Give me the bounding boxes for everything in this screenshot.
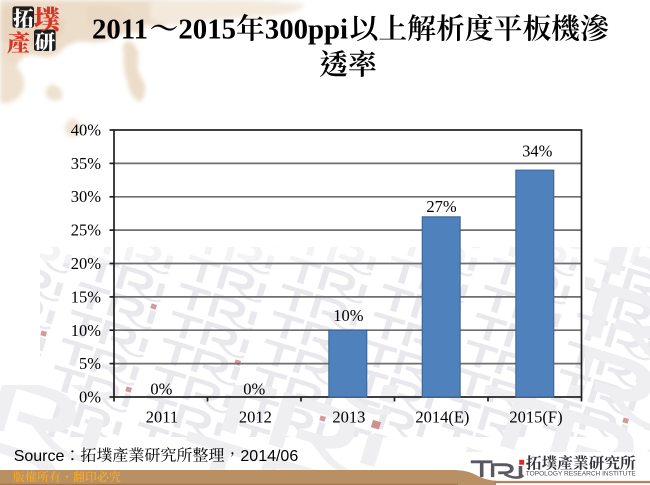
svg-text:2014(E): 2014(E)	[415, 407, 469, 426]
svg-text:10%: 10%	[333, 306, 364, 325]
svg-text:30%: 30%	[71, 187, 102, 206]
svg-text:2015: 2015	[178, 14, 236, 46]
svg-text:TOPOLOGY RESEARCH INSTITUTE: TOPOLOGY RESEARCH INSTITUTE	[526, 470, 636, 477]
svg-text:25%: 25%	[71, 221, 102, 240]
svg-text:2011: 2011	[146, 407, 178, 426]
svg-text:40%: 40%	[71, 121, 102, 140]
svg-text:34%: 34%	[522, 142, 553, 161]
svg-text:2013: 2013	[332, 407, 365, 426]
svg-text:0%: 0%	[150, 379, 172, 398]
svg-text:27%: 27%	[426, 197, 457, 216]
svg-text:2015(F): 2015(F)	[509, 407, 562, 426]
svg-text:35%: 35%	[71, 154, 102, 173]
svg-text:20%: 20%	[71, 254, 102, 273]
svg-text:2014/06: 2014/06	[240, 448, 298, 465]
svg-text:5%: 5%	[79, 354, 101, 373]
svg-text:300ppi: 300ppi	[265, 14, 348, 46]
svg-text:15%: 15%	[71, 287, 102, 306]
svg-text:2011: 2011	[92, 14, 148, 46]
svg-text:0%: 0%	[243, 379, 265, 398]
svg-text:Source: Source	[14, 448, 65, 465]
svg-text:10%: 10%	[71, 321, 102, 340]
svg-text:2012: 2012	[239, 407, 272, 426]
svg-text:0%: 0%	[79, 388, 101, 407]
